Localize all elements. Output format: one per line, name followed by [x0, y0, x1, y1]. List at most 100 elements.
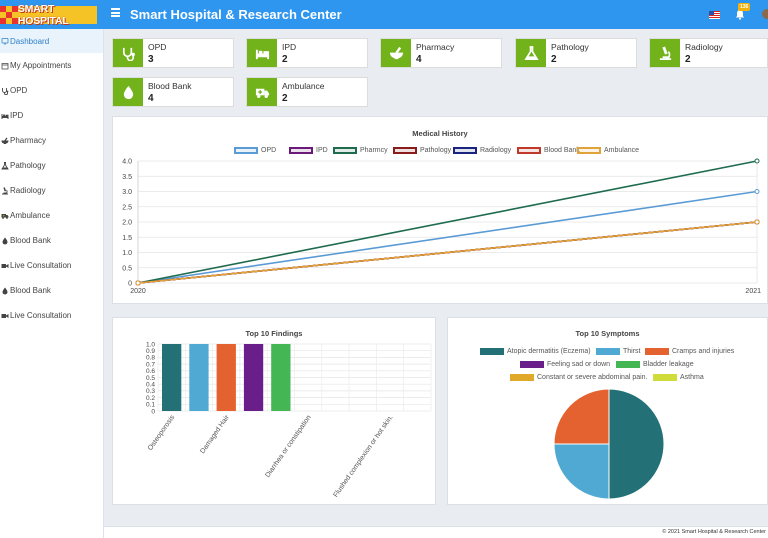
sidebar-item[interactable]: Pathology	[0, 153, 103, 178]
bar	[271, 344, 291, 411]
sidebar-item[interactable]: Pharmacy	[0, 128, 103, 153]
legend-item[interactable]: Blood Bank	[517, 147, 580, 154]
stethoscope-icon	[1, 87, 9, 95]
stat-card[interactable]: Blood Bank 4	[112, 77, 234, 107]
legend-label: Ambulance	[604, 147, 640, 154]
legend-item[interactable]: Constant or severe abdominal pain.	[510, 374, 648, 381]
stat-label: Radiology	[685, 42, 723, 52]
sidebar-item[interactable]: Live Consultation	[0, 303, 103, 328]
y-tick-label: 1.0	[146, 341, 155, 348]
logo-mark-icon	[0, 6, 18, 24]
sidebar-item[interactable]: Ambulance	[0, 203, 103, 228]
medical-history-chart: 0 0.5 1.0 1.5 2.0 2.5 3.0 3.5 4.0 2020 2021	[122, 158, 761, 295]
legend-swatch	[510, 374, 534, 381]
mortar-pestle-icon	[1, 136, 9, 145]
legend-label: Constant or severe abdominal pain.	[537, 374, 648, 381]
microscope-icon	[650, 39, 680, 67]
y-tick-label: 0.6	[146, 368, 155, 375]
series-point	[754, 189, 760, 194]
sidebar-item[interactable]: Blood Bank	[0, 278, 103, 303]
y-tick-label: 0.5	[122, 265, 132, 272]
legend-item[interactable]: Atopic dermatitis (Eczema)	[480, 348, 591, 355]
us-flag-icon[interactable]	[709, 11, 720, 19]
y-tick-label: 0.7	[146, 361, 155, 368]
user-avatar[interactable]	[762, 9, 768, 19]
sidebar-item[interactable]: OPD	[0, 78, 103, 103]
legend-item[interactable]: Pharmcy	[333, 147, 388, 154]
bell-icon[interactable]	[735, 9, 745, 20]
hamburger-menu-icon[interactable]	[111, 8, 120, 18]
y-tick-label: 0.9	[146, 348, 155, 355]
video-icon	[1, 312, 9, 320]
app-logo[interactable]: SMART HOSPITAL	[0, 3, 97, 27]
series-point	[754, 158, 760, 164]
legend-item[interactable]: Asthma	[653, 374, 704, 381]
stat-value: 4	[416, 54, 422, 65]
legend-item[interactable]: Ambulance	[577, 147, 639, 154]
sidebar-item[interactable]: Blood Bank	[0, 228, 103, 253]
legend-label: OPD	[261, 147, 277, 154]
tint-icon	[113, 78, 143, 106]
sidebar-item[interactable]: Radiology	[0, 178, 103, 203]
pie-slice	[553, 443, 610, 500]
legend-item[interactable]: Bladder leakage	[616, 361, 694, 368]
sidebar-item-label: Live Consultation	[10, 261, 72, 270]
stat-card[interactable]: IPD 2	[246, 38, 368, 68]
legend-item[interactable]: Pathology	[393, 147, 451, 154]
x-tick-label: Diarrhea or constipation	[264, 414, 312, 479]
sidebar-item[interactable]: IPD	[0, 103, 103, 128]
x-tick-label: Damaged Hair	[199, 414, 231, 456]
stat-card[interactable]: Pathology 2	[515, 38, 637, 68]
y-tick-label: 0.3	[146, 388, 155, 395]
sidebar-item[interactable]: My Appointments	[0, 53, 103, 78]
footer: © 2021 Smart Hospital & Research Center	[104, 526, 768, 538]
dashboard-icon	[1, 37, 9, 45]
stethoscope-icon	[113, 39, 143, 67]
sidebar-item[interactable]: Dashboard	[0, 29, 103, 53]
legend-item[interactable]: OPD	[234, 147, 276, 154]
legend-item[interactable]: Feeling sad or down	[520, 361, 610, 368]
legend-label: Bladder leakage	[643, 361, 694, 368]
bar	[243, 344, 264, 411]
medical-history-panel: Medical History OPD IPD Pharmcy Pathology Ra…	[112, 116, 768, 304]
legend-item[interactable]: Cramps and injuries	[645, 348, 734, 355]
stat-label: Pathology	[551, 42, 589, 52]
legend-item[interactable]: IPD	[289, 147, 328, 154]
tint-icon	[1, 287, 8, 295]
legend-swatch	[453, 147, 477, 154]
legend-label: Radiology	[480, 147, 512, 154]
stat-card[interactable]: Pharmacy 4	[380, 38, 502, 68]
legend-label: Pharmcy	[360, 147, 388, 154]
bar	[216, 344, 236, 411]
sidebar-item[interactable]: Live Consultation	[0, 253, 103, 278]
medical-history-title: Medical History	[412, 129, 468, 138]
legend-label: IPD	[316, 147, 328, 154]
stat-card[interactable]: OPD 3	[112, 38, 234, 68]
sidebar-item-label: Blood Bank	[10, 236, 51, 245]
stat-value: 4	[148, 93, 154, 104]
ambulance-icon	[1, 212, 9, 220]
stat-card[interactable]: Radiology 2	[649, 38, 768, 68]
top-findings-chart: 00.10.20.30.40.50.60.70.80.91.0 Osteoporo…	[146, 341, 432, 499]
legend-item[interactable]: Thirst	[596, 348, 641, 355]
y-tick-label: 1.5	[122, 235, 132, 242]
sidebar: Dashboard My Appointments OPD IPD Pharmacy Pa…	[0, 29, 104, 538]
y-tick-label: 1.0	[122, 250, 132, 257]
legend-label: Pathology	[420, 147, 452, 154]
series-point	[135, 280, 141, 286]
sidebar-item-label: IPD	[10, 111, 24, 120]
sidebar-item-label: Radiology	[10, 186, 46, 195]
x-tick-label: Osteoporosis	[147, 414, 177, 452]
legend-swatch	[577, 147, 601, 154]
x-tick-label: 2020	[130, 288, 146, 295]
y-tick-label: 0	[128, 281, 132, 288]
sidebar-item-label: OPD	[10, 86, 28, 95]
stat-card[interactable]: Ambulance 2	[246, 77, 368, 107]
sidebar-item-label: Ambulance	[10, 211, 51, 220]
legend-item[interactable]: Radiology	[453, 147, 511, 154]
legend-label: Atopic dermatitis (Eczema)	[507, 348, 591, 355]
bar	[189, 344, 209, 411]
legend-swatch	[645, 348, 669, 355]
y-tick-label: 0.5	[146, 375, 155, 382]
bed-icon	[1, 112, 9, 120]
